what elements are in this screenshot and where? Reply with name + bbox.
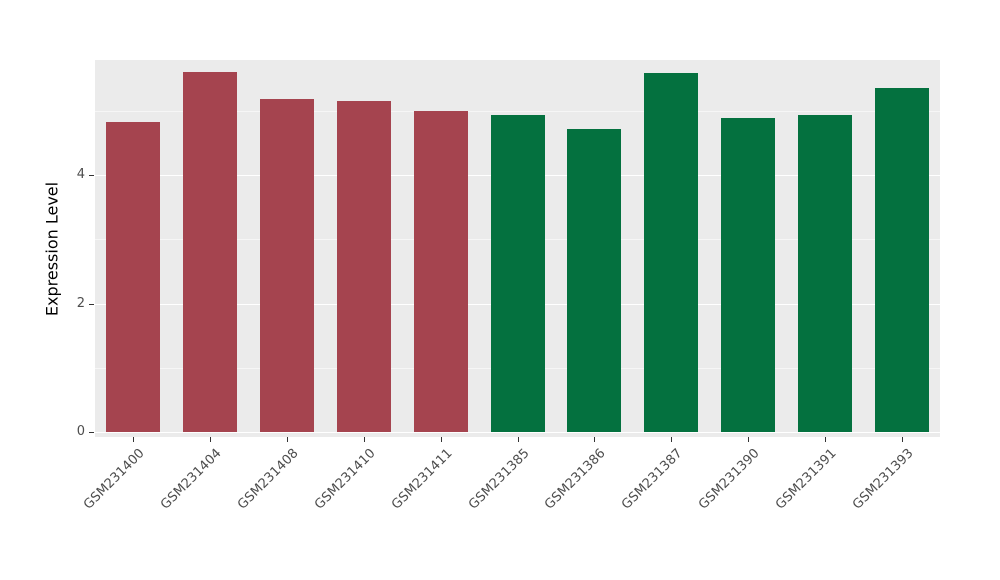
minor-gridline — [95, 110, 940, 112]
bar — [490, 115, 545, 432]
y-tick-mark — [89, 303, 94, 305]
y-tick-mark — [89, 432, 94, 433]
bar — [874, 88, 929, 432]
x-tick-mark — [594, 437, 596, 442]
x-tick-mark — [440, 437, 442, 442]
x-tick-mark — [747, 437, 749, 442]
bar — [720, 117, 775, 432]
x-tick-mark — [671, 437, 673, 442]
bar — [260, 99, 315, 432]
x-tick-mark — [517, 437, 519, 442]
bar — [797, 115, 852, 432]
x-tick-mark — [363, 437, 365, 442]
y-tick-label: 0 — [76, 424, 85, 439]
bar — [106, 121, 161, 432]
y-tick-mark — [89, 175, 94, 176]
y-tick-label: 2 — [76, 295, 85, 311]
major-gridline — [95, 432, 940, 433]
bar — [413, 110, 468, 432]
bar — [336, 101, 391, 432]
bar — [644, 72, 699, 432]
x-tick-mark — [133, 437, 135, 442]
x-tick-mark — [824, 437, 826, 442]
x-tick-mark — [210, 437, 212, 442]
y-axis-label: Expression Level — [42, 181, 62, 317]
x-tick-mark — [287, 437, 289, 442]
x-tick-mark — [901, 437, 903, 442]
bar — [183, 72, 238, 432]
y-tick-label: 4 — [76, 167, 85, 182]
bar — [567, 128, 622, 432]
